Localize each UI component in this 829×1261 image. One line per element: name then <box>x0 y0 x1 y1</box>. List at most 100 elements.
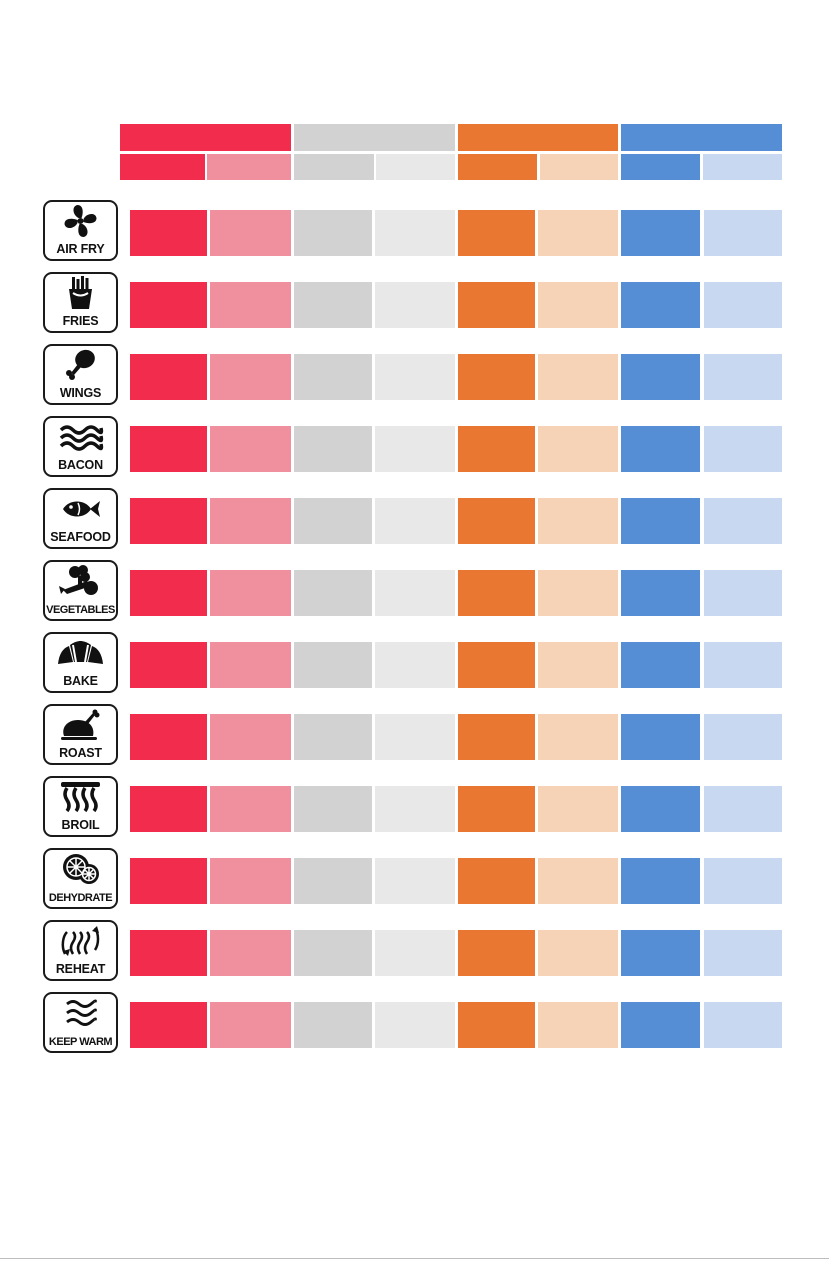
table-cell <box>704 498 782 544</box>
table-cell <box>294 570 372 616</box>
mode-label: ROAST <box>59 746 102 760</box>
table-cell <box>294 498 372 544</box>
column-group-header-red <box>120 124 291 151</box>
table-cell <box>210 642 291 688</box>
table-cell <box>210 786 291 832</box>
subheader-red-1 <box>120 154 205 180</box>
table-cell <box>538 210 618 256</box>
table-cell <box>210 354 291 400</box>
mode-label: KEEP WARM <box>48 1036 113 1048</box>
mode-label: BAKE <box>63 674 98 688</box>
table-cell <box>538 426 618 472</box>
table-cell <box>294 930 372 976</box>
table-cell <box>130 786 207 832</box>
table-cell <box>621 1002 700 1048</box>
column-group-header-orange <box>458 124 618 151</box>
table-row: BAKE <box>0 632 829 704</box>
subheader-red-2 <box>207 154 291 180</box>
subheader-orange-2 <box>540 154 618 180</box>
table-cell <box>538 930 618 976</box>
table-cell <box>458 570 535 616</box>
table-cell <box>621 498 700 544</box>
table-cell <box>538 498 618 544</box>
table-cell <box>704 1002 782 1048</box>
table-cell <box>704 354 782 400</box>
table-cell <box>375 642 455 688</box>
table-cell <box>538 282 618 328</box>
table-cell <box>458 930 535 976</box>
table-cell <box>210 930 291 976</box>
table-cell <box>375 498 455 544</box>
table-cell <box>375 858 455 904</box>
table-cell <box>538 786 618 832</box>
mode-label: WINGS <box>59 386 102 400</box>
table-cell <box>130 642 207 688</box>
table-cell <box>621 642 700 688</box>
table-cell <box>375 282 455 328</box>
table-row: ROAST <box>0 704 829 776</box>
column-group-header-blue <box>621 124 782 151</box>
table-cell <box>130 570 207 616</box>
table-row: VEGETABLES <box>0 560 829 632</box>
table-row: SEAFOOD <box>0 488 829 560</box>
table-cell <box>294 858 372 904</box>
table-cell <box>621 786 700 832</box>
table-cell <box>294 282 372 328</box>
table-cell <box>621 210 700 256</box>
subheader-grey-2 <box>376 154 455 180</box>
table-cell <box>375 210 455 256</box>
table-cell <box>704 282 782 328</box>
table-cell <box>458 354 535 400</box>
table-cell <box>458 1002 535 1048</box>
table-cell <box>621 354 700 400</box>
mode-label: BROIL <box>61 818 100 832</box>
table-cell <box>704 786 782 832</box>
table-cell <box>294 714 372 760</box>
table-row: AIR FRY <box>0 200 829 272</box>
mode-label: BACON <box>58 458 103 472</box>
table-cell <box>130 282 207 328</box>
table-cell <box>538 354 618 400</box>
mode-label: VEGETABLES <box>46 604 115 616</box>
mode-badge: DEHYDRATE <box>43 848 118 909</box>
table-cell <box>704 714 782 760</box>
mode-label: DEHYDRATE <box>48 892 113 904</box>
table-cell <box>704 930 782 976</box>
table-cell <box>621 426 700 472</box>
mode-badge: REHEAT <box>43 920 118 981</box>
table-cell <box>130 930 207 976</box>
table-cell <box>130 354 207 400</box>
table-cell <box>130 426 207 472</box>
table-cell <box>294 1002 372 1048</box>
table-cell <box>458 210 535 256</box>
table-cell <box>458 282 535 328</box>
table-row: FRIES <box>0 272 829 344</box>
table-cell <box>375 426 455 472</box>
table-cell <box>621 858 700 904</box>
table-cell <box>704 858 782 904</box>
table-cell <box>458 714 535 760</box>
table-cell <box>294 426 372 472</box>
table-cell <box>458 426 535 472</box>
table-cell <box>538 714 618 760</box>
subheader-blue-1 <box>621 154 700 180</box>
table-cell <box>621 570 700 616</box>
table-cell <box>210 858 291 904</box>
mode-badge: BAKE <box>43 632 118 693</box>
table-cell <box>704 570 782 616</box>
table-cell <box>130 498 207 544</box>
table-cell <box>704 642 782 688</box>
mode-label: AIR FRY <box>56 242 105 256</box>
table-row: REHEAT <box>0 920 829 992</box>
mode-badge: KEEP WARM <box>43 992 118 1053</box>
table-row: BACON <box>0 416 829 488</box>
mode-label: REHEAT <box>55 962 106 976</box>
table-cell <box>538 642 618 688</box>
table-row: DEHYDRATE <box>0 848 829 920</box>
table-cell <box>538 858 618 904</box>
table-cell <box>704 210 782 256</box>
table-cell <box>621 282 700 328</box>
table-row: WINGS <box>0 344 829 416</box>
table-cell <box>458 642 535 688</box>
table-cell <box>130 1002 207 1048</box>
